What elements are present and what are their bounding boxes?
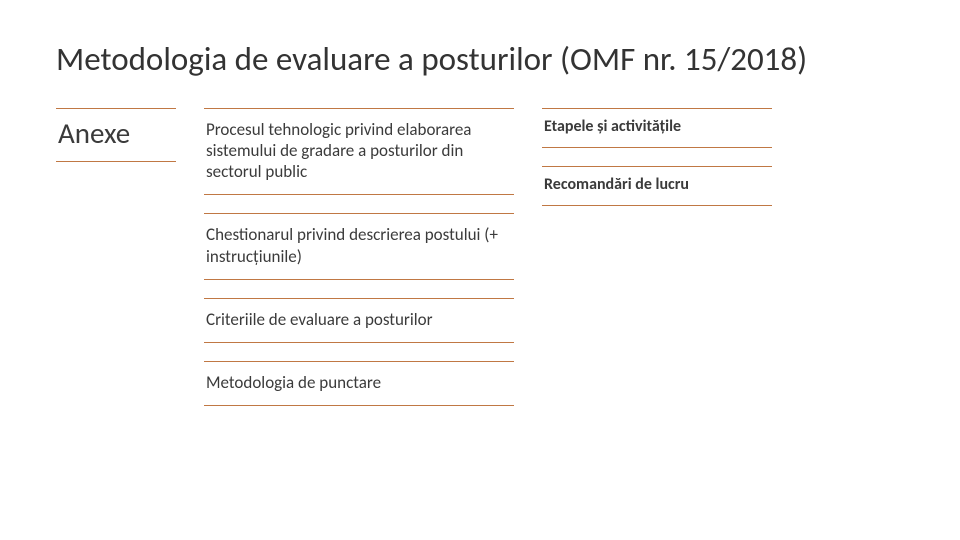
column-right: Etapele și activitățile Recomandări de l…: [542, 108, 772, 206]
list-item: Procesul tehnologic privind elaborarea s…: [204, 108, 514, 196]
left-heading: Anexe: [56, 108, 176, 162]
column-left: Anexe: [56, 108, 176, 162]
list-item: Metodologia de punctare: [204, 361, 514, 406]
columns: Anexe Procesul tehnologic privind elabor…: [56, 108, 904, 407]
list-item: Chestionarul privind descrierea postului…: [204, 213, 514, 280]
column-middle: Procesul tehnologic privind elaborarea s…: [204, 108, 514, 407]
list-item: Etapele și activitățile: [542, 108, 772, 148]
list-item: Criteriile de evaluare a posturilor: [204, 298, 514, 343]
page-title: Metodologia de evaluare a posturilor (OM…: [56, 40, 904, 80]
list-item: Recomandări de lucru: [542, 166, 772, 206]
slide: Metodologia de evaluare a posturilor (OM…: [0, 0, 960, 540]
